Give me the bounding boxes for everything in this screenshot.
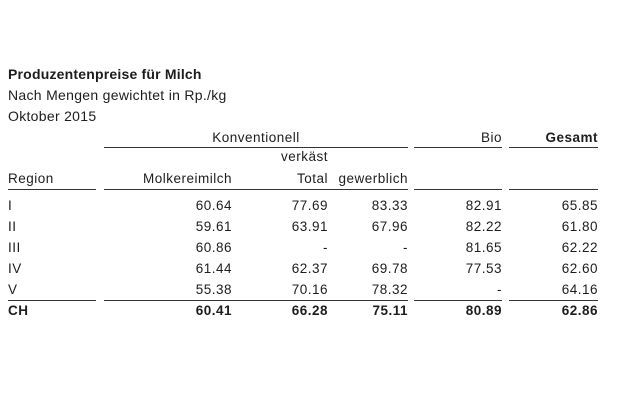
column-header-molkereimilch: Molkereimilch (104, 165, 232, 190)
group-header-row: Konventionell Bio Gesamt (8, 127, 598, 148)
total-cell-bio: 80.89 (414, 299, 502, 321)
cell-verkaest-total: - (323, 240, 328, 255)
cell-molkereimilch: 61.44 (195, 261, 232, 276)
cell-bio: 81.65 (465, 240, 502, 255)
cell-molkereimilch: 60.64 (195, 198, 232, 213)
total-cell-molkereimilch: 60.41 (104, 299, 232, 321)
cell-bio: - (497, 281, 502, 297)
column-header-bio-rule (414, 165, 502, 190)
cell-gesamt: 61.80 (561, 219, 598, 234)
total-cell-verkaest-total: 66.28 (232, 299, 328, 321)
total-row-ch: CH 60.41 66.28 75.11 80.89 62.86 (8, 299, 598, 321)
cell-bio: 82.91 (465, 198, 502, 213)
region-label: I (8, 198, 13, 213)
total-region-label: CH (8, 299, 96, 321)
region-label: V (8, 281, 18, 297)
cell-gewerblich: 69.78 (371, 261, 408, 276)
region-label: III (8, 240, 21, 255)
cell-verkaest-total: 70.16 (291, 281, 328, 297)
column-header-total: Total (232, 165, 328, 190)
column-header-gesamt-rule (509, 165, 598, 190)
data-row-region-I: I 60.64 77.69 83.33 82.91 65.85 (8, 195, 598, 216)
title-block: Produzentenpreise für Milch Nach Mengen … (8, 64, 227, 127)
region-label: II (8, 219, 17, 234)
cell-verkaest-total: 63.91 (291, 219, 328, 234)
group-header-bio: Bio (414, 127, 502, 148)
cell-molkereimilch: 55.38 (195, 281, 232, 297)
page-title: Produzentenpreise für Milch (8, 66, 202, 82)
total-cell-gewerblich: 75.11 (328, 299, 408, 321)
page-period: Oktober 2015 (8, 108, 97, 124)
group-header-konventionell: Konventionell (104, 127, 408, 148)
cell-gewerblich: 67.96 (371, 219, 408, 234)
cell-verkaest-total: 77.69 (291, 198, 328, 213)
column-header-gewerblich: gewerblich (328, 165, 408, 190)
cell-bio: 77.53 (465, 261, 502, 276)
cell-gesamt: 62.22 (561, 240, 598, 255)
total-cell-gesamt: 62.86 (509, 299, 598, 321)
cell-gewerblich: 78.32 (371, 281, 408, 297)
cell-gesamt: 65.85 (561, 198, 598, 213)
cell-molkereimilch: 60.86 (195, 240, 232, 255)
data-row-region-V: V 55.38 70.16 78.32 - 64.16 (8, 279, 598, 300)
cell-bio: 82.22 (465, 219, 502, 234)
cell-gesamt: 64.16 (561, 281, 598, 297)
group-header-gesamt: Gesamt (509, 127, 598, 148)
cell-gewerblich: - (403, 240, 408, 255)
data-row-region-III: III 60.86 - - 81.65 62.22 (8, 237, 598, 258)
column-header-region: Region (8, 165, 96, 190)
column-header-row: Region Molkereimilch Total gewerblich (8, 165, 598, 190)
data-row-region-II: II 59.61 63.91 67.96 82.22 61.80 (8, 216, 598, 237)
cell-molkereimilch: 59.61 (195, 219, 232, 234)
price-table: Konventionell Bio Gesamt verkäst Region (8, 127, 598, 321)
cell-verkaest-total: 62.37 (291, 261, 328, 276)
region-label: IV (8, 261, 22, 276)
page-subtitle: Nach Mengen gewichtet in Rp./kg (8, 87, 227, 103)
data-row-region-IV: IV 61.44 62.37 69.78 77.53 62.60 (8, 258, 598, 279)
cell-gewerblich: 83.33 (371, 198, 408, 213)
cell-gesamt: 62.60 (561, 261, 598, 276)
subgroup-header-row: verkäst (8, 147, 598, 165)
subgroup-header-verkaest: verkäst (280, 149, 328, 164)
